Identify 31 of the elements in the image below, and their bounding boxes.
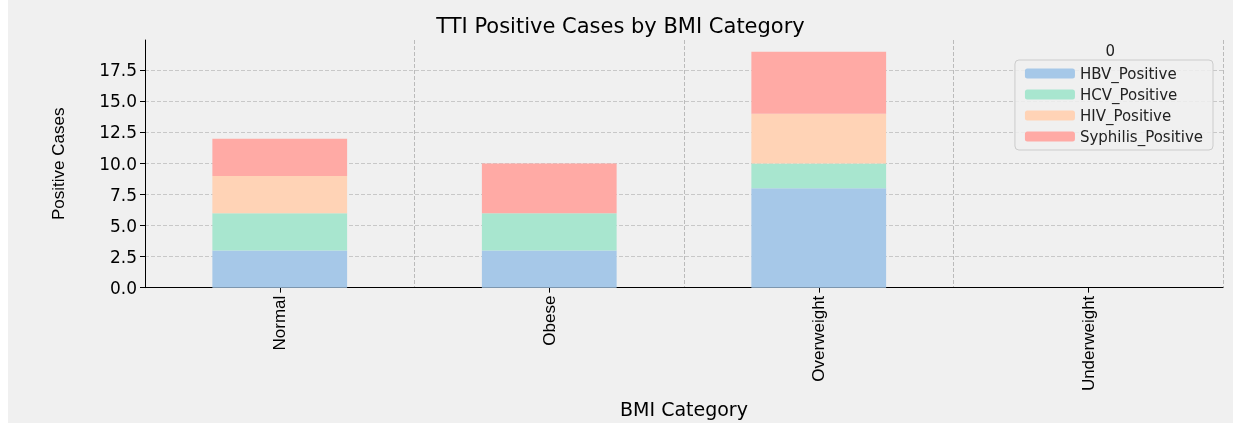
x-tick-label: Underweight — [1078, 295, 1098, 392]
bar — [751, 188, 887, 288]
bar — [481, 163, 617, 214]
chart-title: TTI Positive Cases by BMI Category — [435, 13, 805, 38]
y-tick-label: 7.5 — [109, 184, 137, 205]
y-tick-label: 0.0 — [109, 277, 137, 298]
bar — [212, 213, 348, 251]
legend-label: HIV_Positive — [1079, 106, 1172, 126]
bar — [481, 213, 617, 251]
bar — [212, 250, 348, 288]
y-tick-label: 12.5 — [99, 122, 137, 143]
y-tick-label: 5.0 — [109, 215, 137, 236]
legend-label: Syphilis_Positive — [1079, 127, 1204, 147]
bar — [212, 175, 348, 214]
bar — [481, 250, 617, 288]
y-axis-title: Positive Cases — [49, 107, 68, 221]
x-tick-label: Normal — [270, 295, 290, 351]
legend-title: 0 — [1105, 41, 1115, 60]
x-tick-label: Obese — [539, 295, 559, 346]
y-tick-label: 2.5 — [109, 246, 137, 267]
bar — [751, 113, 887, 164]
y-tick-label: 15.0 — [99, 91, 137, 112]
bar — [212, 138, 348, 176]
x-tick-label: Overweight — [809, 295, 829, 382]
y-tick-label: 10.0 — [99, 153, 137, 174]
bar — [751, 51, 887, 114]
legend-label: HCV_Positive — [1079, 85, 1178, 105]
y-tick-label: 17.5 — [99, 60, 137, 81]
bar — [751, 163, 887, 189]
x-axis-title: BMI Category — [620, 397, 748, 420]
legend-label: HBV_Positive — [1079, 64, 1177, 84]
